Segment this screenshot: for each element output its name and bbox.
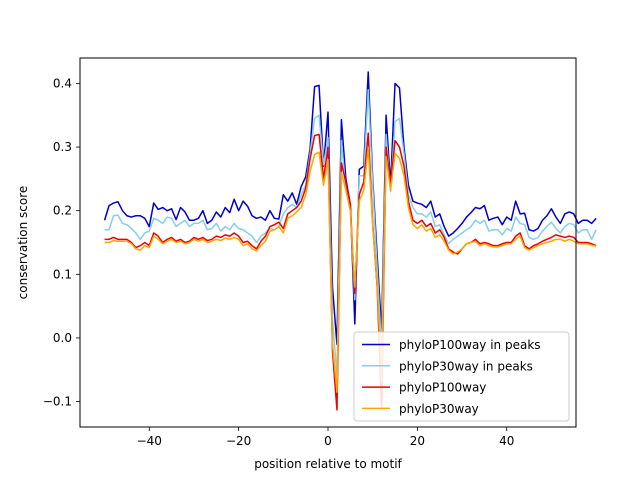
x-tick-label: 40 [499,434,514,448]
y-tick-label: 0.2 [53,204,72,218]
legend-box [353,331,570,422]
legend: phyloP100way in peaks phyloP30way in peak… [353,331,570,422]
legend-entry: phyloP100way [399,381,486,395]
x-axis-label: position relative to motif [254,457,402,471]
y-axis-label: conservation score [16,186,30,300]
y-tick-label: 0.4 [53,76,72,90]
y-tick-label: 0.0 [53,331,72,345]
legend-entry: phyloP30way [399,402,479,416]
plot-area [103,71,597,411]
y-tick-label: 0.1 [53,267,72,281]
series-line-4 [104,146,597,393]
series-line-3 [104,132,597,411]
x-tick-label: −20 [226,434,251,448]
y-axis: −0.1 0.0 0.1 0.2 0.3 0.4 [43,76,80,409]
legend-entry: phyloP30way in peaks [399,359,533,373]
legend-entry: phyloP100way in peaks [399,338,541,352]
x-axis: −40 −20 0 20 40 [137,427,514,448]
y-tick-label: −0.1 [43,395,72,409]
y-tick-label: 0.3 [53,140,72,154]
x-tick-label: 0 [324,434,332,448]
x-tick-label: −40 [137,434,162,448]
x-tick-label: 20 [410,434,425,448]
